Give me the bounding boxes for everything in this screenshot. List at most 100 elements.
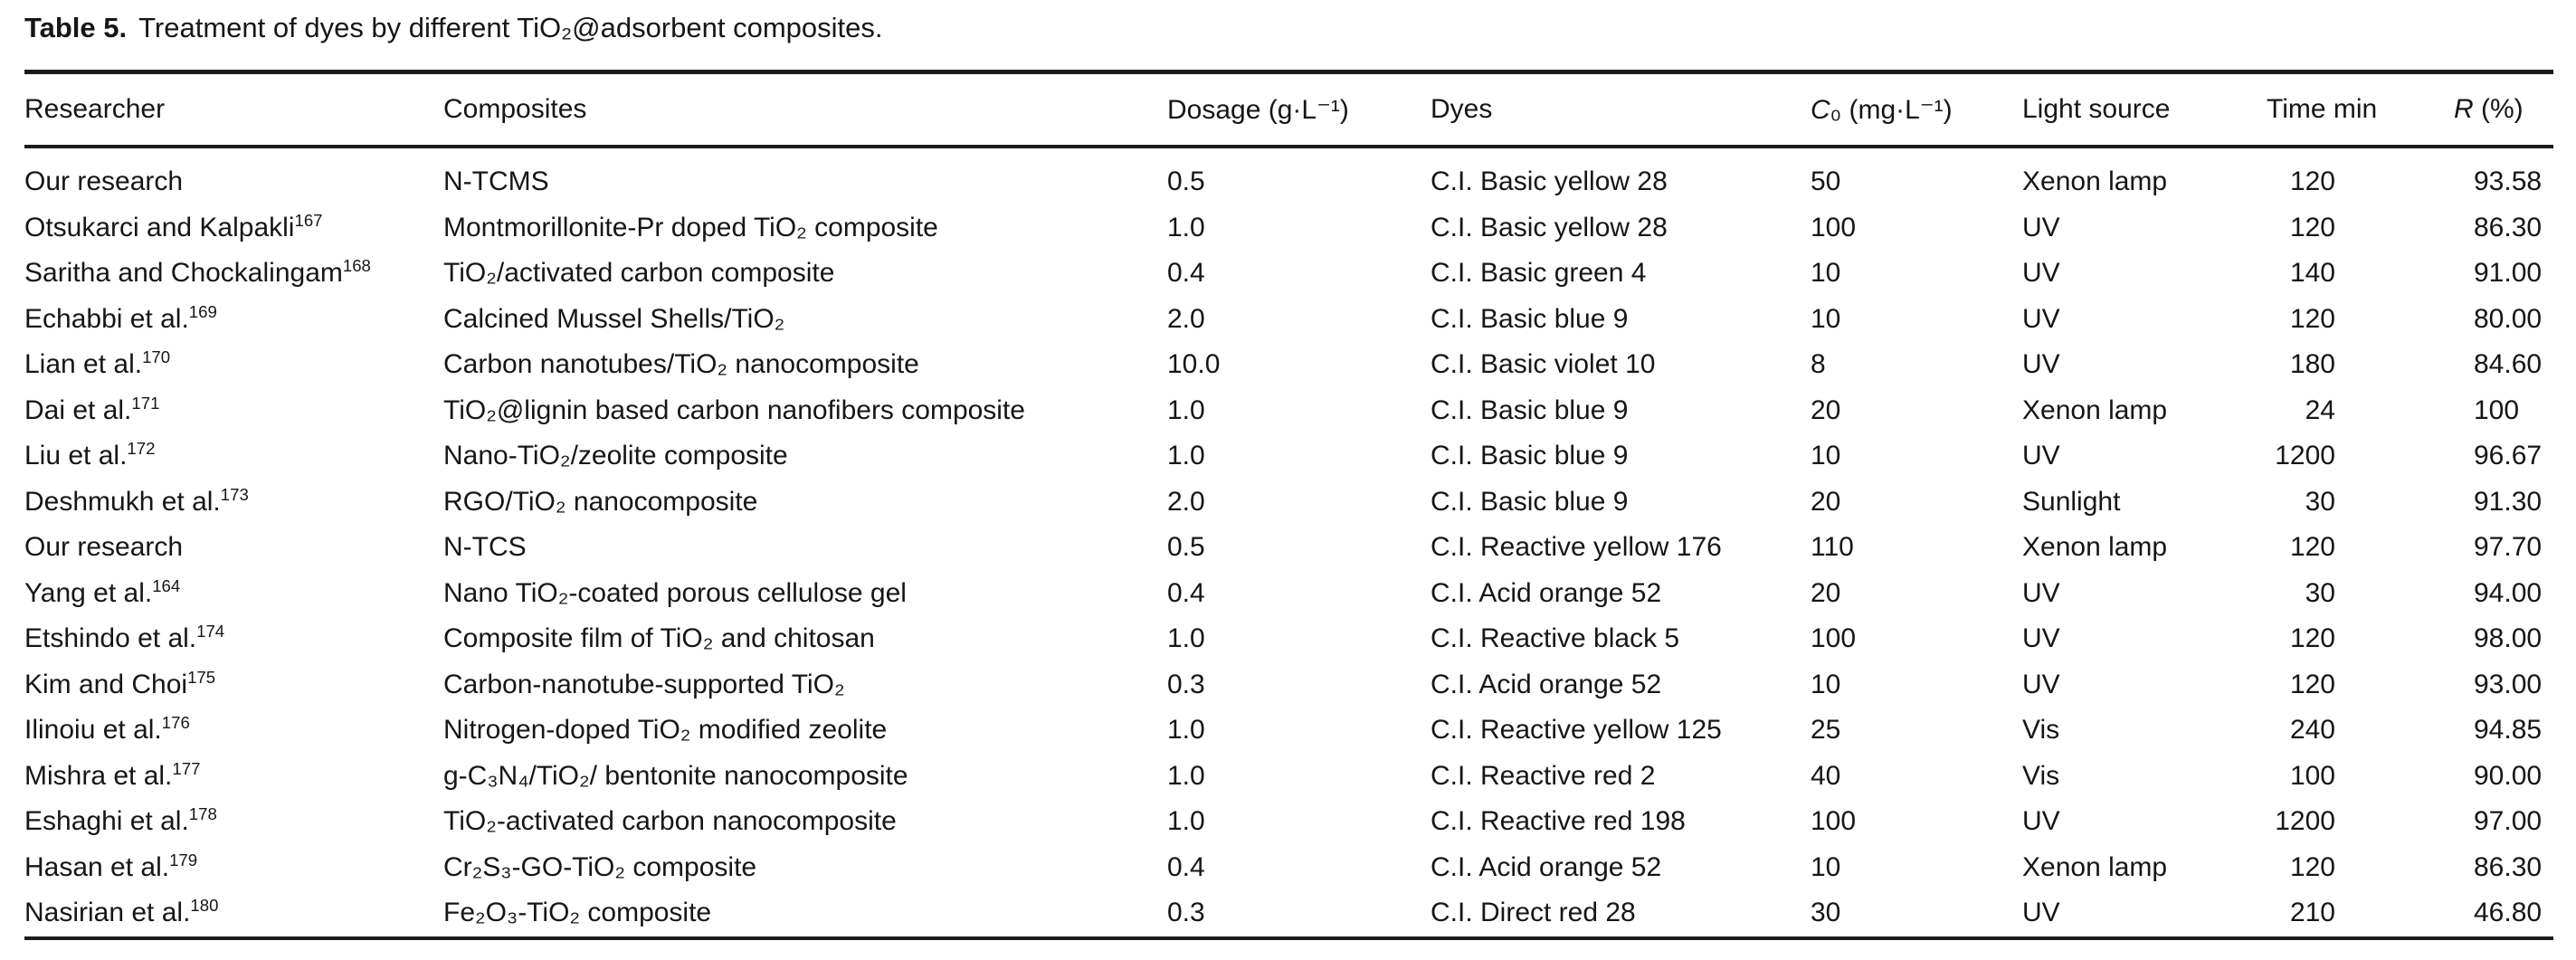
r-cell: 97.00 <box>2474 806 2543 837</box>
header-row: Researcher Composites Dosage (g·L⁻¹) Dyes C₀… <box>24 71 2553 148</box>
c0-cell: 100 <box>1811 212 1857 242</box>
reference-superscript: 172 <box>127 439 156 459</box>
column-header-dosage: Dosage (g·L⁻¹) <box>1167 71 1431 148</box>
r-cell: 80.00 <box>2474 303 2543 334</box>
c0-cell: 10 <box>1811 851 1841 882</box>
r-cell: 84.60 <box>2474 349 2543 380</box>
table-caption-text: Treatment of dyes by different TiO₂@adso… <box>138 12 883 43</box>
table-row: Deshmukh et al.173 RGO/TiO₂ nanocomposite… <box>24 480 2553 526</box>
dye-cell: C.I. Basic yellow 28 <box>1431 166 1668 197</box>
table-row: Yang et al.164 Nano TiO₂-coated porous ce… <box>24 571 2553 617</box>
time-cell: 120 <box>2289 669 2335 699</box>
column-header-light: Light source <box>2022 71 2239 148</box>
light-cell: UV <box>2022 806 2060 837</box>
dye-cell: C.I. Reactive yellow 176 <box>1431 532 1722 563</box>
researcher-name: Our research <box>24 166 184 197</box>
c0-cell: 100 <box>1811 623 1857 654</box>
researcher-name: Kim and Choi <box>24 669 188 699</box>
reference-superscript: 170 <box>142 347 171 367</box>
researcher-name: Eshaghi et al. <box>24 806 189 837</box>
r-cell: 90.00 <box>2474 760 2543 791</box>
dye-cell: C.I. Basic violet 10 <box>1431 349 1656 380</box>
table-body: Our research N-TCMS 0.5 C.I. Basic yellow 2… <box>24 147 2553 938</box>
dosage-cell: 0.3 <box>1167 669 1205 699</box>
composite-cell: RGO/TiO₂ nanocomposite <box>443 486 758 517</box>
composite-cell: Calcined Mussel Shells/TiO₂ <box>443 303 785 334</box>
r-cell: 91.30 <box>2474 486 2543 517</box>
time-cell: 120 <box>2289 166 2335 197</box>
c0-cell: 10 <box>1811 303 1841 334</box>
researcher-name: Ilinoiu et al. <box>24 715 162 746</box>
researcher-cell: Saritha and Chockalingam168 <box>24 251 443 297</box>
time-cell: 1200 <box>2275 806 2335 837</box>
light-cell: Xenon lamp <box>2022 532 2168 563</box>
dye-cell: C.I. Basic blue 9 <box>1431 303 1629 334</box>
table-row: Nasirian et al.180 Fe₂O₃-TiO₂ composite 0.… <box>24 890 2553 938</box>
dye-cell: C.I. Basic blue 9 <box>1431 486 1629 517</box>
dosage-cell: 2.0 <box>1167 303 1205 334</box>
light-cell: Vis <box>2022 760 2060 791</box>
light-cell: UV <box>2022 349 2060 380</box>
c0-cell: 100 <box>1811 806 1857 837</box>
researcher-cell: Our research <box>24 525 443 571</box>
r-cell: 91.00 <box>2474 258 2543 289</box>
light-cell: UV <box>2022 669 2060 699</box>
light-cell: UV <box>2022 623 2060 654</box>
r-cell: 96.67 <box>2474 441 2543 471</box>
table-row: Our research N-TCS 0.5 C.I. Reactive yellow… <box>24 525 2553 571</box>
c0-cell: 20 <box>1811 577 1841 608</box>
time-cell: 240 <box>2289 715 2335 746</box>
composite-cell: Nano TiO₂-coated porous cellulose gel <box>443 577 907 608</box>
dosage-cell: 1.0 <box>1167 806 1205 837</box>
table-caption: Table 5. Treatment of dyes by different T… <box>24 12 882 44</box>
researcher-name: Saritha and Chockalingam <box>24 258 343 289</box>
r-cell: 86.30 <box>2474 851 2543 882</box>
researcher-cell: Nasirian et al.180 <box>24 890 443 938</box>
dye-cell: C.I. Reactive black 5 <box>1431 623 1680 654</box>
time-cell: 120 <box>2289 623 2335 654</box>
time-cell: 120 <box>2289 532 2335 563</box>
r-cell: 94.00 <box>2474 577 2543 608</box>
time-cell: 100 <box>2289 760 2335 791</box>
time-cell: 1200 <box>2275 441 2335 471</box>
researcher-name: Yang et al. <box>24 577 153 608</box>
time-cell: 30 <box>2305 486 2335 517</box>
reference-superscript: 177 <box>172 758 201 778</box>
time-cell: 120 <box>2289 851 2335 882</box>
c0-cell: 20 <box>1811 394 1841 425</box>
dye-cell: C.I. Acid orange 52 <box>1431 669 1662 699</box>
dosage-cell: 0.5 <box>1167 166 1205 197</box>
dye-cell: C.I. Acid orange 52 <box>1431 851 1662 882</box>
researcher-cell: Eshaghi et al.178 <box>24 799 443 845</box>
dosage-cell: 1.0 <box>1167 760 1205 791</box>
composite-cell: Montmorillonite-Pr doped TiO₂ composite <box>443 212 938 242</box>
reference-superscript: 164 <box>152 575 181 595</box>
composite-cell: g-C₃N₄/TiO₂/ bentonite nanocomposite <box>443 760 908 791</box>
time-cell: 24 <box>2305 394 2335 425</box>
researcher-name: Etshindo et al. <box>24 623 197 654</box>
c0-cell: 10 <box>1811 258 1841 289</box>
column-header-c0: C₀ (mg·L⁻¹) <box>1811 71 2022 148</box>
table-row: Liu et al.172 Nano-TiO₂/zeolite composite… <box>24 433 2553 480</box>
researcher-name: Otsukarci and Kalpakli <box>24 212 295 242</box>
light-cell: UV <box>2022 258 2060 289</box>
dosage-cell: 2.0 <box>1167 486 1205 517</box>
reference-superscript: 168 <box>342 256 371 276</box>
column-header-dye: Dyes <box>1431 71 1811 148</box>
c0-cell: 50 <box>1811 166 1841 197</box>
reference-superscript: 174 <box>196 622 225 642</box>
c0-cell: 20 <box>1811 486 1841 517</box>
dye-cell: C.I. Reactive red 198 <box>1431 806 1686 837</box>
researcher-cell: Lian et al.170 <box>24 342 443 388</box>
r-cell: 86.30 <box>2474 212 2543 242</box>
table-row: Kim and Choi175 Carbon-nanotube-supported… <box>24 662 2553 708</box>
r-cell: 46.80 <box>2474 898 2543 928</box>
table-row: Dai et al.171 TiO₂@lignin based carbon na… <box>24 388 2553 434</box>
r-cell: 94.85 <box>2474 715 2543 746</box>
researcher-cell: Hasan et al.179 <box>24 845 443 891</box>
time-cell: 30 <box>2305 577 2335 608</box>
time-cell: 120 <box>2289 212 2335 242</box>
researcher-cell: Dai et al.171 <box>24 388 443 434</box>
dosage-cell: 1.0 <box>1167 623 1205 654</box>
time-cell: 210 <box>2289 898 2335 928</box>
